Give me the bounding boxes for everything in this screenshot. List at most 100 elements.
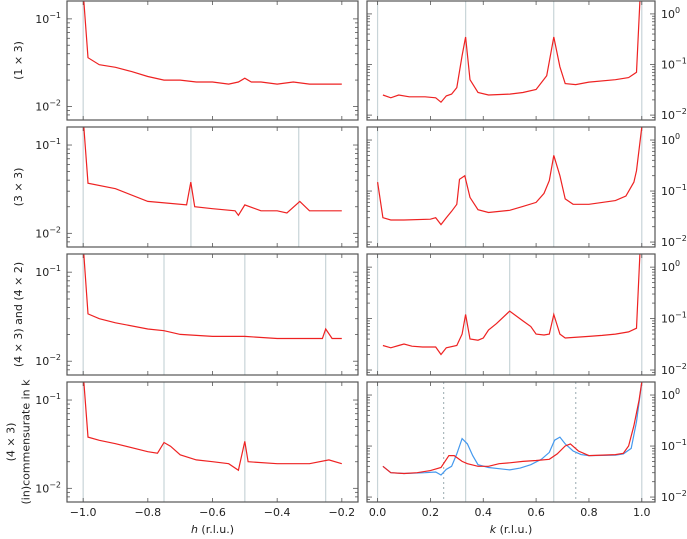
y-tick-label: 10−1 <box>35 392 61 407</box>
x-tick-label: −0.8 <box>134 506 161 519</box>
y-tick-label: 10−2 <box>35 98 61 113</box>
y-tick-label: 10−2 <box>35 353 61 368</box>
tick-exponent: 0 <box>675 132 680 141</box>
tick-base: 10 <box>661 364 675 377</box>
x-tick-label: 0.2 <box>422 506 440 519</box>
axis-variable: k <box>490 523 497 536</box>
tick-exponent: −1 <box>675 183 687 192</box>
series-line-red <box>377 127 643 226</box>
panel-frame <box>366 381 656 503</box>
tick-base: 10 <box>35 100 49 113</box>
series-line-red <box>83 382 342 472</box>
x-tick-label: 0.4 <box>475 506 493 519</box>
tick-exponent: −2 <box>675 234 687 243</box>
tick-base: 10 <box>35 227 49 240</box>
tick-exponent: −1 <box>675 311 687 320</box>
panel-frame <box>366 0 656 121</box>
series-line-red <box>382 382 643 475</box>
left-panel-4: −1.0 −0.8 −0.6 −0.4 −0.210−110−2 <box>35 381 359 519</box>
x-tick-label: 0.8 <box>580 506 598 519</box>
series-line-red <box>382 1 641 104</box>
y-tick-label: 10−1 <box>35 11 61 26</box>
row-label: (1 × 3) <box>12 41 25 80</box>
tick-exponent: −1 <box>49 264 61 273</box>
left-panel-1: 10−110−2 <box>35 0 359 121</box>
tick-exponent: 0 <box>675 6 680 15</box>
tick-base: 10 <box>661 313 675 326</box>
panel-frame <box>366 126 656 248</box>
y-tick-label: 10−1 <box>661 183 687 198</box>
x-tick-label: 1.0 <box>633 506 651 519</box>
tick-exponent: −2 <box>49 353 61 362</box>
tick-exponent: −2 <box>675 362 687 371</box>
tick-exponent: −2 <box>49 225 61 234</box>
panel-frame <box>66 126 359 248</box>
tick-exponent: −1 <box>675 438 687 447</box>
series-line-red <box>382 254 641 356</box>
tick-base: 10 <box>35 394 49 407</box>
y-tick-label: 10−2 <box>661 107 687 122</box>
x-tick-label: 0.6 <box>527 506 545 519</box>
y-tick-label: 100 <box>661 387 680 402</box>
tick-exponent: −2 <box>675 107 687 116</box>
tick-base: 10 <box>35 139 49 152</box>
x-tick-label: −0.2 <box>328 506 355 519</box>
tick-exponent: 0 <box>675 259 680 268</box>
tick-base: 10 <box>661 59 675 72</box>
series-line-red <box>83 127 342 217</box>
axis-unit: (r.l.u.) <box>496 523 532 536</box>
y-tick-label: 10−2 <box>661 489 687 504</box>
x-tick-label: −0.4 <box>264 506 291 519</box>
panel-frame <box>366 253 656 376</box>
tick-base: 10 <box>35 482 49 495</box>
tick-base: 10 <box>661 236 675 249</box>
tick-exponent: 0 <box>675 387 680 396</box>
x-tick-label: 0.0 <box>369 506 387 519</box>
row-label: (3 × 3) <box>12 168 25 207</box>
tick-exponent: −2 <box>49 480 61 489</box>
y-tick-label: 10−2 <box>661 234 687 249</box>
y-tick-label: 100 <box>661 6 680 21</box>
tick-exponent: −1 <box>49 11 61 20</box>
panel-frame <box>66 381 359 503</box>
tick-base: 10 <box>661 440 675 453</box>
y-tick-label: 100 <box>661 259 680 274</box>
tick-base: 10 <box>35 266 49 279</box>
axis-variable: h <box>191 523 198 536</box>
y-tick-label: 10−1 <box>661 438 687 453</box>
tick-exponent: −2 <box>675 489 687 498</box>
row-label: (4 × 3) and (4 × 2) <box>12 262 25 367</box>
y-tick-label: 10−1 <box>661 311 687 326</box>
tick-base: 10 <box>661 109 675 122</box>
panel-frame <box>66 253 359 376</box>
left-panel-3: 10−110−2 <box>35 253 359 376</box>
tick-exponent: −1 <box>49 137 61 146</box>
y-tick-label: 10−1 <box>35 264 61 279</box>
tick-base: 10 <box>661 8 675 21</box>
panel-frame <box>66 0 359 121</box>
left-x-axis-label: h (r.l.u.) <box>191 523 234 536</box>
series-line-red <box>83 254 342 340</box>
tick-exponent: −2 <box>49 98 61 107</box>
tick-base: 10 <box>661 261 675 274</box>
left-panel-2: 10−110−2 <box>35 126 359 248</box>
y-tick-label: 10−2 <box>35 480 61 495</box>
y-tick-label: 10−2 <box>661 362 687 377</box>
tick-base: 10 <box>661 134 675 147</box>
tick-exponent: −1 <box>675 57 687 66</box>
axis-unit: (r.l.u.) <box>198 523 234 536</box>
x-tick-label: −1.0 <box>70 506 97 519</box>
tick-base: 10 <box>661 389 675 402</box>
tick-base: 10 <box>35 13 49 26</box>
row-label: (4 × 3) <box>5 423 18 462</box>
tick-base: 10 <box>661 185 675 198</box>
y-tick-label: 100 <box>661 132 680 147</box>
tick-base: 10 <box>35 355 49 368</box>
series-line-blue <box>382 382 643 476</box>
